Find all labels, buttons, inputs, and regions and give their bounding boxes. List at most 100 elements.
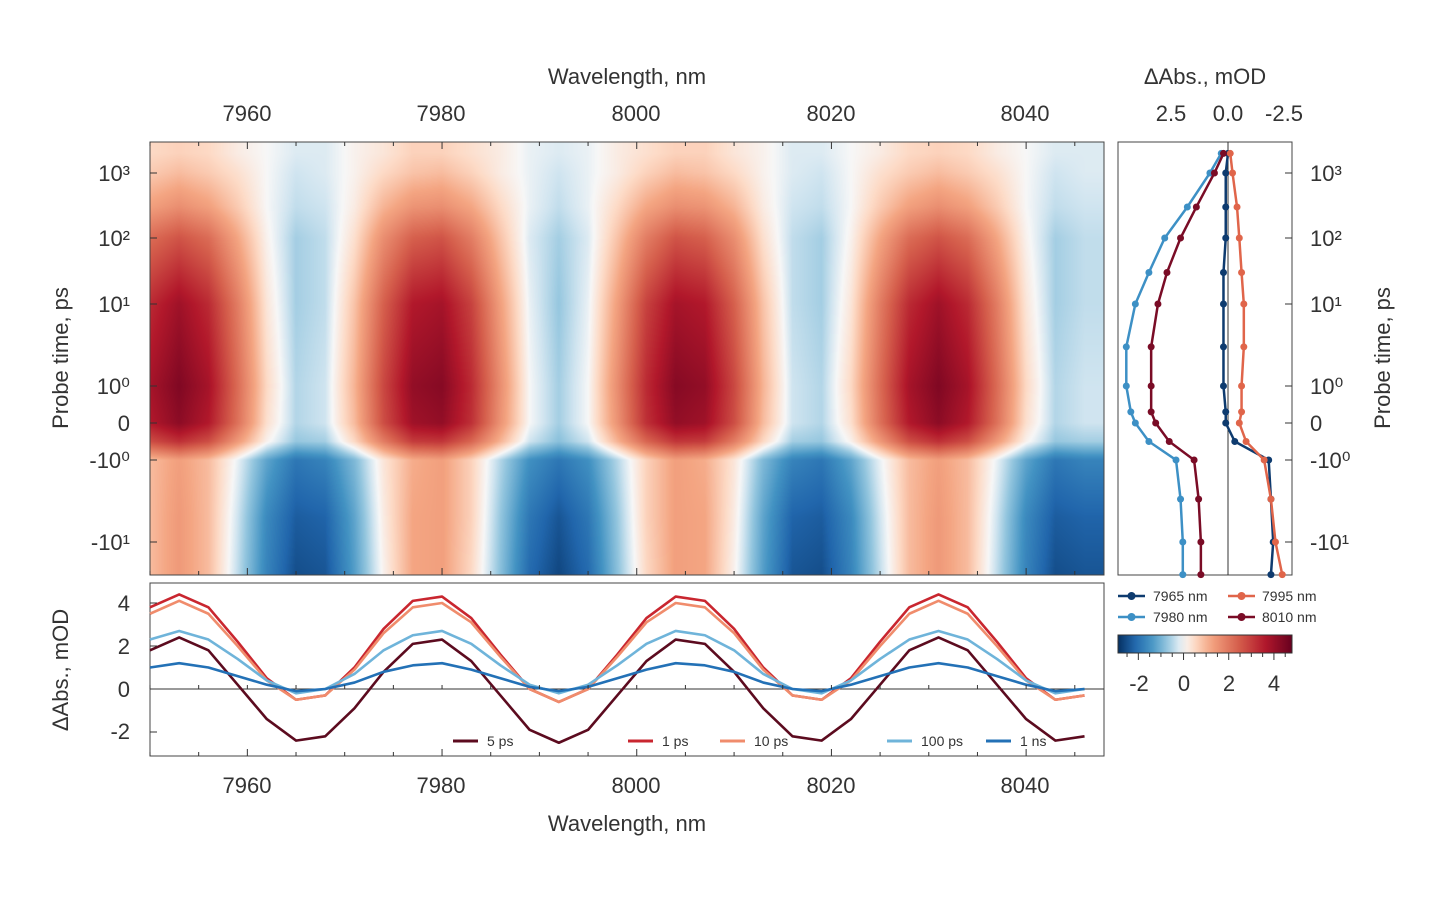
kinetic-point	[1235, 419, 1243, 427]
kinetic-point	[1147, 382, 1155, 390]
kinetic-point	[1231, 438, 1239, 445]
kinetic-point	[1145, 438, 1153, 445]
x-tick-label: 8020	[807, 773, 856, 798]
spectrum-line-5ps	[149, 636, 1085, 745]
kinetic-point	[1127, 408, 1135, 416]
y-tick-label: 10⁰	[1310, 374, 1343, 399]
colorbar	[1117, 634, 1293, 654]
heatmap-y-ticks: 10³ 10² 10¹ 10⁰ 0 -10⁰ -10¹	[89, 161, 130, 555]
kinetic-point	[1233, 203, 1241, 211]
y-tick-label: 0	[118, 411, 130, 436]
kinetic-point	[1197, 571, 1205, 579]
kinetic-line	[1149, 152, 1225, 575]
colorbar-tick-label: 2	[1223, 671, 1235, 696]
kinetic-point	[1122, 343, 1130, 351]
legend-label: 1 ps	[662, 733, 688, 749]
kinetics-legend: 7965 nm 7995 nm 7980 nm 8010 nm	[1118, 588, 1316, 625]
kinetic-point	[1226, 149, 1234, 157]
kinetic-point	[1179, 538, 1187, 546]
spectrum-line-100ps	[149, 629, 1085, 695]
legend-label: 7965 nm	[1153, 588, 1207, 604]
kinetic-point	[1271, 538, 1279, 546]
spectrum-line-1ns	[149, 661, 1085, 693]
kinetic-point	[1260, 456, 1268, 464]
kinetic-point	[1190, 456, 1198, 464]
kinetic-point	[1219, 343, 1227, 351]
x-tick-label: 8040	[1001, 773, 1050, 798]
legend-label: 5 ps	[487, 733, 513, 749]
spectra-legend: 5 ps 1 ps 10 ps 100 ps 1 ns	[453, 733, 1046, 749]
kinetics-traces	[1122, 149, 1286, 579]
kinetic-point	[1222, 203, 1230, 211]
heatmap-ylabel: Probe time, ps	[48, 287, 73, 429]
kinetic-point	[1235, 234, 1243, 242]
heatmap-frame	[149, 141, 1105, 576]
heatmap-xlabel: Wavelength, nm	[548, 64, 706, 89]
kinetic-point	[1238, 382, 1246, 390]
kinetic-point	[1219, 269, 1227, 277]
x-tick-label: 8000	[612, 101, 661, 126]
spectra-frame	[149, 582, 1105, 757]
y-tick-label: 10²	[98, 226, 130, 251]
kinetic-point	[1219, 382, 1227, 390]
x-tick-label: 7980	[417, 101, 466, 126]
y-tick-label: 10²	[1310, 226, 1342, 251]
kinetic-point	[1131, 419, 1139, 427]
kinetic-point	[1131, 300, 1139, 308]
kinetic-point	[1172, 456, 1180, 464]
legend-label: 7980 nm	[1153, 609, 1207, 625]
x-tick-label: 8020	[807, 101, 856, 126]
y-tick-label: 10¹	[1310, 292, 1342, 317]
x-tick-label: 8040	[1001, 101, 1050, 126]
y-tick-label: 4	[118, 591, 130, 616]
kinetic-point	[1163, 269, 1171, 277]
kinetic-point	[1229, 169, 1237, 177]
legend-label: 1 ns	[1020, 733, 1046, 749]
kinetic-point	[1154, 300, 1162, 308]
x-tick-label: 2.5	[1156, 101, 1187, 126]
kinetic-point	[1222, 234, 1230, 242]
colorbar-tick-label: 0	[1178, 671, 1190, 696]
kinetic-line	[1229, 153, 1284, 575]
legend-label: 100 ps	[921, 733, 963, 749]
kinetics-y-ticks: 10³ 10² 10¹ 10⁰ 0 -10⁰ -10¹	[1310, 161, 1351, 555]
kinetic-point	[1165, 438, 1173, 445]
y-tick-label: 0	[118, 677, 130, 702]
kinetic-point	[1161, 234, 1169, 242]
kinetic-point	[1222, 169, 1230, 177]
kinetic-point	[1222, 408, 1230, 416]
kinetic-point	[1219, 300, 1227, 308]
legend-marker	[1237, 613, 1246, 621]
kinetic-point	[1238, 408, 1246, 416]
kinetic-point	[1147, 343, 1155, 351]
x-tick-label: 7960	[223, 101, 272, 126]
kinetic-point	[1195, 495, 1203, 503]
legend-label: 10 ps	[754, 733, 788, 749]
kinetics-ylabel: Probe time, ps	[1370, 287, 1395, 429]
kinetic-point	[1179, 571, 1187, 579]
y-tick-label: -2	[110, 719, 130, 744]
kinetics-xlabel: ΔAbs., mOD	[1144, 64, 1266, 89]
kinetics-x-ticks: 2.5 0.0 -2.5	[1156, 101, 1303, 126]
kinetic-line	[1125, 152, 1223, 575]
spectrum-line-1ps	[149, 593, 1085, 704]
legend-marker	[1127, 613, 1136, 621]
x-tick-label: 8000	[612, 773, 661, 798]
kinetic-point	[1192, 203, 1200, 211]
kinetic-point	[1267, 571, 1275, 579]
y-tick-label: -10¹	[1310, 530, 1349, 555]
spectra-y-ticks: 4 2 0 -2	[110, 591, 130, 744]
y-tick-label: -10¹	[91, 530, 130, 555]
heatmap-image	[150, 142, 1104, 575]
axis-tick-marks	[149, 142, 1292, 756]
heatmap-x-ticks: 7960 7980 8000 8020 8040	[223, 101, 1050, 126]
x-tick-label: -2.5	[1265, 101, 1303, 126]
y-tick-label: 2	[118, 634, 130, 659]
kinetic-point	[1278, 571, 1286, 579]
y-tick-label: 10⁰	[97, 374, 130, 399]
legend-label: 7995 nm	[1262, 588, 1316, 604]
x-tick-label: 7960	[223, 773, 272, 798]
spectra-xlabel: Wavelength, nm	[548, 811, 706, 836]
kinetic-point	[1183, 203, 1191, 211]
